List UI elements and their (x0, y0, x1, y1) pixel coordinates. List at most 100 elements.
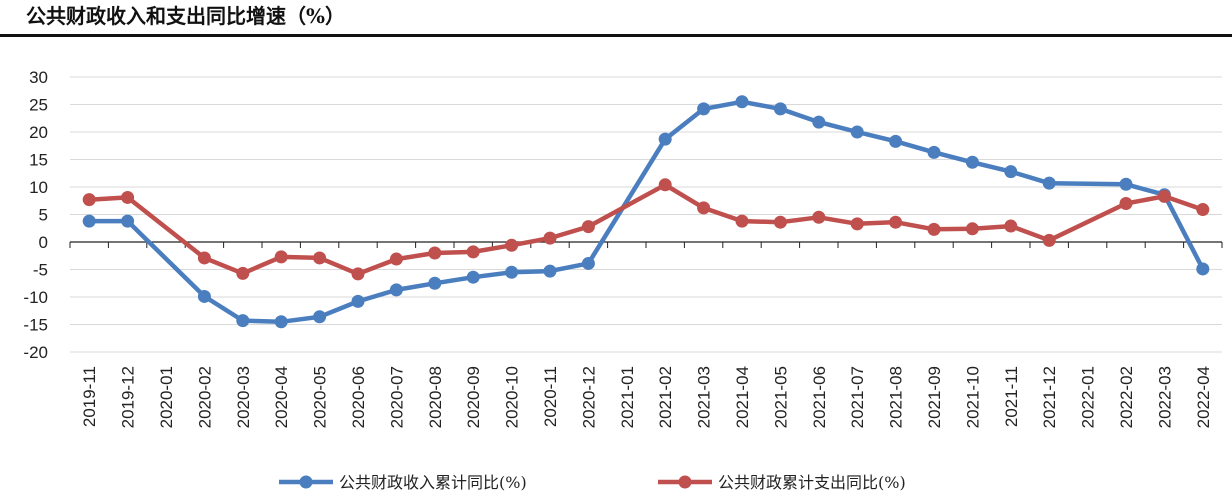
x-tick-label: 2019-12 (119, 366, 138, 428)
series-1-point (82, 214, 96, 228)
series-2-point (581, 220, 595, 234)
series-2-point (351, 267, 365, 281)
series-1-point (1196, 262, 1210, 276)
x-tick-label: 2021-04 (733, 366, 752, 428)
series-1-point (1119, 177, 1133, 191)
x-tick-label: 2020-03 (234, 366, 253, 428)
y-axis-labels: 30 25 20 15 10 5 0 -5 -10 -15 -20 (23, 68, 48, 362)
legend-label: 公共财政收入累计同比(%) (339, 473, 527, 492)
series-1-point (389, 283, 403, 297)
x-tick-label: 2020-12 (579, 366, 598, 428)
series-2-point (82, 193, 96, 207)
series-2-point (389, 252, 403, 266)
y-tick-label: -5 (33, 261, 48, 280)
x-tick-label: 2021-10 (963, 366, 982, 428)
x-tick-label: 2020-04 (272, 366, 291, 428)
legend-swatch-marker (299, 475, 313, 489)
x-tick-label: 2021-07 (848, 366, 867, 428)
series-2-point (1004, 219, 1018, 233)
x-tick-label: 2021-09 (925, 366, 944, 428)
series-1-point (927, 145, 941, 159)
x-tick-label: 2022-04 (1194, 366, 1213, 428)
x-tick-label: 2022-02 (1117, 366, 1136, 428)
series-2-point (1119, 197, 1133, 210)
series-2-point (658, 178, 672, 192)
series-2-point (1157, 189, 1171, 203)
x-tick-label: 2022-03 (1155, 366, 1174, 428)
series-2-point (543, 231, 557, 245)
series-2-point (1042, 233, 1056, 247)
x-tick-label: 2021-01 (618, 366, 637, 428)
series-group (82, 95, 1210, 329)
y-tick-label: 30 (29, 68, 48, 87)
y-tick-label: 15 (29, 151, 48, 170)
series-2-point (965, 222, 979, 236)
x-tick-label: 2021-08 (887, 366, 906, 428)
legend-swatch-marker (678, 475, 692, 489)
series-1-point (505, 265, 519, 279)
x-tick-label: 2020-01 (157, 366, 176, 428)
x-tick-label: 2020-02 (195, 366, 214, 428)
x-tick-label: 2020-06 (349, 366, 368, 428)
x-tick-label: 2020-11 (541, 366, 560, 427)
y-tick-label: 10 (29, 178, 48, 197)
series-1-point (889, 134, 903, 148)
x-tick-label: 2021-12 (1040, 366, 1059, 428)
series-1-point (543, 264, 557, 278)
legend-label: 公共财政累计支出同比(%) (718, 473, 906, 492)
x-tick-label: 2020-05 (311, 366, 330, 428)
series-line-1 (86, 99, 1206, 325)
x-tick-label: 2020-07 (387, 366, 406, 428)
y-tick-label: 5 (39, 206, 48, 225)
series-1-point (274, 315, 288, 329)
x-tick-label: 2022-01 (1079, 366, 1098, 428)
chart-title: 公共财政收入和支出同比增速（%） (26, 4, 346, 28)
x-tick-label: 2021-02 (656, 366, 675, 428)
series-1-point (697, 102, 711, 116)
series-2-point (773, 215, 787, 229)
series-2-point (1196, 203, 1210, 217)
y-tick-label: 25 (29, 96, 48, 115)
series-1-point (1042, 176, 1056, 190)
gridlines (69, 76, 1223, 353)
x-tick-label: 2021-06 (810, 366, 829, 428)
series-1-point (812, 115, 826, 129)
series-1-point (850, 125, 864, 139)
legend: 公共财政收入累计同比(%) 公共财政累计支出同比(%) (279, 473, 906, 492)
series-2-point (466, 245, 480, 259)
x-tick-label: 2020-10 (503, 366, 522, 428)
series-2-point (735, 214, 749, 228)
x-tick-label: 2021-11 (1002, 366, 1021, 427)
series-1-point (428, 276, 442, 290)
y-tick-label: 0 (39, 233, 48, 252)
title-underline (0, 34, 1232, 37)
series-1-point (1004, 165, 1018, 179)
x-tick-label: 2021-05 (771, 366, 790, 428)
series-1-point (197, 289, 211, 303)
series-2-point (697, 201, 711, 215)
y-tick-label: -10 (23, 288, 48, 307)
series-2-point (236, 266, 250, 280)
series-1-point (735, 95, 749, 109)
x-axis-labels: 2019-11 2019-12 2020-01 2020-02 2020-03 2020-… (80, 366, 1213, 428)
series-line-2 (86, 182, 1206, 277)
series-2-point (927, 222, 941, 236)
series-2-point (889, 215, 903, 229)
series-1-point (236, 314, 250, 328)
series-2-point (274, 250, 288, 264)
series-2-point (121, 190, 135, 204)
y-tick-label: -15 (23, 316, 48, 335)
series-1-point (466, 270, 480, 284)
y-tick-label: -20 (23, 343, 48, 362)
series-2-point (850, 217, 864, 231)
x-tick-label: 2020-08 (426, 366, 445, 428)
series-2-point (313, 251, 327, 265)
series-2-point (505, 238, 519, 252)
series-1-point (965, 155, 979, 169)
y-tick-label: 20 (29, 123, 48, 142)
x-tick-label: 2021-03 (695, 366, 714, 428)
series-1-point (351, 294, 365, 308)
series-1-point (773, 102, 787, 116)
series-1-point (581, 256, 595, 270)
